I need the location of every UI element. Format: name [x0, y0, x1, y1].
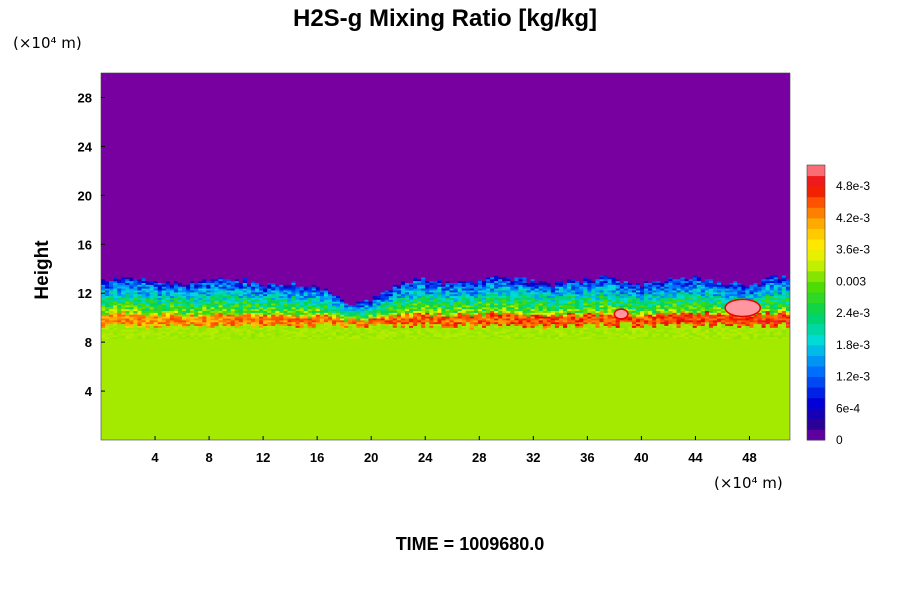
x-tick-label: 44 — [688, 450, 703, 465]
colorbar-swatch — [807, 408, 825, 420]
time-label: TIME = 1009680.0 — [396, 534, 545, 554]
colorbar-label: 4.2e-3 — [836, 211, 870, 225]
colorbar-swatch — [807, 281, 825, 293]
x-tick-label: 32 — [526, 450, 540, 465]
x-tick-label: 36 — [580, 450, 594, 465]
colorbar-swatch — [807, 207, 825, 219]
y-tick-label: 16 — [78, 237, 92, 252]
x-tick-label: 20 — [364, 450, 378, 465]
colorbar-swatch — [807, 365, 825, 378]
colorbar-swatch — [807, 217, 825, 229]
colorbar-swatch — [807, 175, 825, 187]
colorbar-swatch — [807, 239, 825, 251]
y-tick-label: 24 — [78, 139, 93, 154]
region-upper — [101, 73, 790, 281]
colorbar-label: 3.6e-3 — [836, 243, 870, 257]
x-tick-label: 48 — [742, 450, 756, 465]
colorbar-swatch — [807, 355, 825, 367]
y-axis-ticks: 4 8 12 16 20 24 28 — [78, 90, 105, 399]
colorbar-swatch — [807, 196, 825, 208]
y-axis-label: Height — [32, 240, 53, 300]
x-tick-label: 28 — [472, 450, 486, 465]
high-value-blob — [724, 298, 762, 318]
y-tick-label: 8 — [85, 335, 92, 350]
colorbar-swatch — [807, 165, 825, 177]
colorbar-swatch — [807, 186, 825, 198]
y-axis-unit: (×10⁴ m) — [13, 34, 82, 52]
colorbar-label: 2.4e-3 — [836, 306, 870, 320]
y-tick-label: 12 — [78, 286, 92, 301]
high-value-blob — [613, 308, 629, 320]
colorbar-swatch — [807, 313, 825, 325]
y-tick-label: 20 — [78, 188, 92, 203]
plot-frame — [100, 72, 791, 441]
colorbar-swatch — [807, 249, 825, 261]
colorbar-frame — [806, 164, 826, 441]
colorbar-swatch — [807, 376, 825, 388]
y-tick-label: 28 — [78, 90, 92, 105]
x-tick-label: 4 — [151, 450, 159, 465]
colorbar-swatch — [807, 397, 825, 409]
colorbar-label: 0 — [836, 433, 843, 447]
colorbar-label: 6e-4 — [836, 401, 860, 415]
x-tick-label: 16 — [310, 450, 324, 465]
heatmap-field — [101, 73, 790, 440]
x-tick-label: 40 — [634, 450, 648, 465]
colorbar-label: 4.8e-3 — [836, 179, 870, 193]
x-axis-unit: (×10⁴ m) — [714, 474, 783, 492]
x-tick-label: 12 — [256, 450, 270, 465]
colorbar: 0 6e-4 1.2e-3 1.8e-3 2.4e-3 0.003 3.6e-3 4.2e-3… — [806, 164, 870, 447]
colorbar-label: 1.8e-3 — [836, 338, 870, 352]
colorbar-swatch — [807, 260, 825, 272]
colorbar-swatch — [807, 334, 825, 346]
colorbar-swatch — [807, 228, 825, 240]
x-tick-label: 8 — [205, 450, 212, 465]
colorbar-swatch — [807, 344, 825, 356]
x-tick-label: 24 — [418, 450, 433, 465]
colorbar-swatch — [807, 291, 825, 303]
colorbar-label: 0.003 — [836, 274, 866, 288]
chart-title: H2S-g Mixing Ratio [kg/kg] — [293, 5, 597, 32]
x-axis-ticks: 4 8 12 16 20 24 28 32 36 40 44 48 — [151, 436, 757, 465]
colorbar-swatch — [807, 387, 825, 399]
colorbar-swatch — [807, 429, 825, 441]
colorbar-swatch — [807, 270, 825, 282]
y-tick-label: 4 — [85, 384, 93, 399]
colorbar-swatch — [807, 302, 825, 314]
region-lower — [101, 323, 790, 440]
colorbar-swatch — [807, 418, 825, 430]
colorbar-label: 1.2e-3 — [836, 370, 870, 384]
colorbar-swatch — [807, 323, 825, 335]
